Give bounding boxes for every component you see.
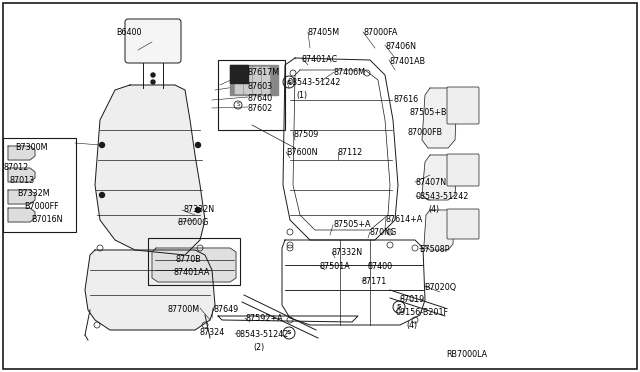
Text: 8770B: 8770B	[176, 255, 202, 264]
Polygon shape	[422, 88, 457, 148]
Text: S: S	[287, 330, 291, 336]
Polygon shape	[95, 85, 205, 255]
Text: S: S	[287, 80, 291, 84]
Text: 87406M: 87406M	[334, 68, 366, 77]
Polygon shape	[424, 210, 454, 250]
Text: 87617M: 87617M	[248, 68, 280, 77]
Text: (1): (1)	[296, 91, 307, 100]
Text: B7016N: B7016N	[31, 215, 63, 224]
Text: B6400: B6400	[116, 28, 141, 37]
FancyBboxPatch shape	[447, 87, 479, 124]
Text: (4): (4)	[428, 205, 439, 214]
Bar	[3, 138, 76, 232]
Circle shape	[195, 142, 200, 148]
Text: 87700M: 87700M	[168, 305, 200, 314]
Polygon shape	[152, 248, 236, 282]
Text: 87602: 87602	[248, 104, 273, 113]
Text: 87332N: 87332N	[183, 205, 214, 214]
Text: 87401AC: 87401AC	[302, 55, 338, 64]
Text: 87616: 87616	[394, 95, 419, 104]
Circle shape	[151, 80, 155, 84]
Polygon shape	[8, 168, 35, 182]
Text: 08543-51242: 08543-51242	[287, 78, 340, 87]
FancyBboxPatch shape	[125, 19, 181, 63]
Text: 87000FA: 87000FA	[363, 28, 397, 37]
Text: 87407N: 87407N	[415, 178, 446, 187]
Circle shape	[195, 208, 200, 212]
Polygon shape	[235, 67, 242, 93]
Text: 87614+A: 87614+A	[386, 215, 423, 224]
Text: 87324: 87324	[200, 328, 225, 337]
Text: (4): (4)	[406, 321, 417, 330]
Polygon shape	[230, 65, 248, 83]
Text: 87000G: 87000G	[178, 218, 209, 227]
Text: 87505+B: 87505+B	[410, 108, 447, 117]
Text: B7508P: B7508P	[419, 245, 449, 254]
Bar	[148, 238, 240, 285]
Polygon shape	[8, 146, 35, 160]
Text: B7300M: B7300M	[15, 143, 47, 152]
Text: 87501A: 87501A	[320, 262, 351, 271]
Text: 87592+A: 87592+A	[245, 314, 283, 323]
Text: S: S	[397, 305, 401, 310]
Text: 08543-51242: 08543-51242	[235, 330, 289, 339]
Polygon shape	[253, 67, 260, 93]
Text: 87505+A: 87505+A	[333, 220, 371, 229]
Text: 87401AB: 87401AB	[389, 57, 425, 66]
Text: 87019: 87019	[400, 295, 425, 304]
FancyBboxPatch shape	[447, 154, 479, 186]
Text: (2): (2)	[253, 343, 264, 352]
Polygon shape	[262, 67, 269, 93]
Text: B7332M: B7332M	[17, 189, 50, 198]
Text: 87012: 87012	[3, 163, 28, 172]
Text: 87171: 87171	[362, 277, 387, 286]
Text: 87112: 87112	[338, 148, 364, 157]
Text: S: S	[236, 103, 240, 108]
Bar	[218, 60, 285, 130]
Circle shape	[99, 142, 104, 148]
Polygon shape	[8, 190, 35, 204]
Text: 87603: 87603	[248, 82, 273, 91]
Text: 87640: 87640	[248, 94, 273, 103]
Text: 87405M: 87405M	[308, 28, 340, 37]
Text: 87000FB: 87000FB	[407, 128, 442, 137]
Text: 87406N: 87406N	[385, 42, 416, 51]
FancyBboxPatch shape	[447, 209, 479, 239]
Text: 87332N: 87332N	[332, 248, 363, 257]
Text: 87649: 87649	[213, 305, 238, 314]
Text: B7020Q: B7020Q	[424, 283, 456, 292]
Text: B7000FF: B7000FF	[24, 202, 59, 211]
Polygon shape	[85, 250, 215, 330]
Text: 870NG: 870NG	[370, 228, 397, 237]
Circle shape	[99, 192, 104, 198]
Text: 87013: 87013	[10, 176, 35, 185]
Text: B7600N: B7600N	[286, 148, 317, 157]
Text: 09156-B201F: 09156-B201F	[395, 308, 448, 317]
Polygon shape	[244, 67, 251, 93]
Text: 87401AA: 87401AA	[174, 268, 211, 277]
Text: RB7000LA: RB7000LA	[446, 350, 487, 359]
Polygon shape	[8, 208, 35, 222]
Text: 87509: 87509	[293, 130, 318, 139]
Polygon shape	[422, 155, 457, 200]
Text: 08543-51242: 08543-51242	[416, 192, 469, 201]
Circle shape	[151, 73, 155, 77]
Polygon shape	[230, 65, 278, 95]
Text: 87400: 87400	[368, 262, 393, 271]
